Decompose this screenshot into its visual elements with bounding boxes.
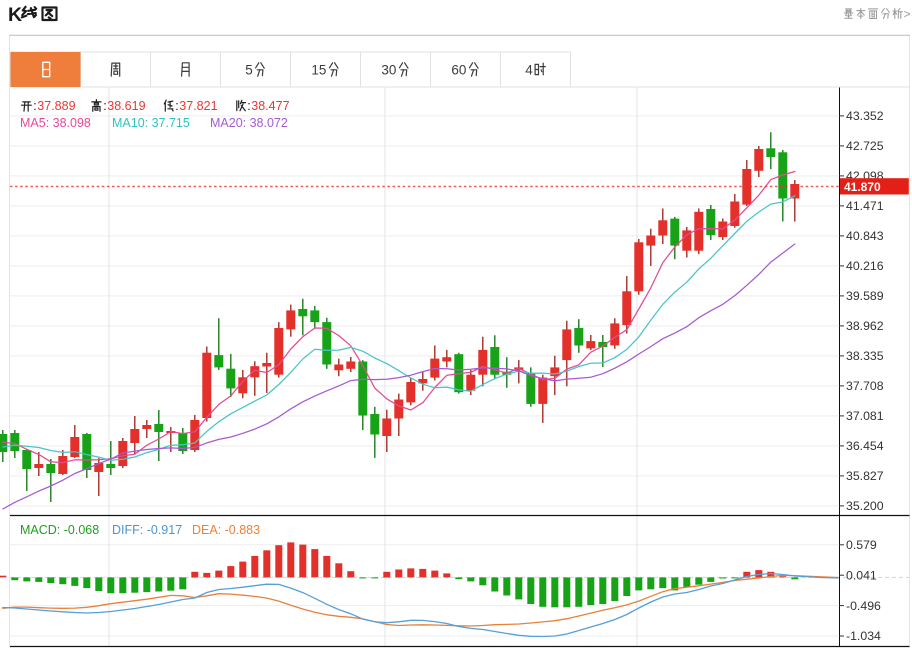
svg-text:>: > [904, 7, 911, 21]
svg-text:MACD: -0.068: MACD: -0.068 [20, 523, 99, 537]
svg-text:37.708: 37.708 [846, 379, 884, 393]
svg-text::: : [247, 99, 250, 113]
svg-text:0.041: 0.041 [846, 568, 877, 582]
svg-text:5: 5 [245, 62, 253, 77]
svg-text:38.619: 38.619 [107, 99, 145, 113]
svg-text:-0.496: -0.496 [846, 599, 881, 613]
svg-text:30: 30 [381, 62, 396, 77]
svg-text:38.477: 38.477 [251, 99, 289, 113]
svg-text:36.454: 36.454 [846, 439, 884, 453]
svg-text:35.200: 35.200 [846, 499, 884, 513]
svg-text::: : [175, 99, 178, 113]
svg-text:37.889: 37.889 [37, 99, 75, 113]
svg-text:DIFF: -0.917: DIFF: -0.917 [112, 523, 182, 537]
svg-text:DEA: -0.883: DEA: -0.883 [192, 523, 260, 537]
svg-text::: : [33, 99, 36, 113]
svg-text:41.471: 41.471 [846, 199, 884, 213]
svg-text:43.352: 43.352 [846, 109, 884, 123]
svg-text:4: 4 [525, 62, 533, 77]
svg-text:MA10: 37.715: MA10: 37.715 [112, 116, 190, 130]
svg-text:0.579: 0.579 [846, 538, 877, 552]
svg-text:60: 60 [451, 62, 466, 77]
svg-text:15: 15 [311, 62, 326, 77]
svg-text:39.589: 39.589 [846, 289, 884, 303]
svg-text:42.725: 42.725 [846, 139, 884, 153]
svg-text::: : [103, 99, 106, 113]
svg-text:37.081: 37.081 [846, 409, 884, 423]
svg-text:37.821: 37.821 [179, 99, 217, 113]
svg-text:41.870: 41.870 [844, 180, 881, 194]
svg-text:35.827: 35.827 [846, 469, 884, 483]
svg-text:MA5: 38.098: MA5: 38.098 [20, 116, 91, 130]
svg-text:40.843: 40.843 [846, 229, 884, 243]
svg-text:40.216: 40.216 [846, 259, 884, 273]
svg-text:38.962: 38.962 [846, 319, 884, 333]
svg-text:MA20: 38.072: MA20: 38.072 [210, 116, 288, 130]
svg-text:38.335: 38.335 [846, 349, 884, 363]
svg-text:-1.034: -1.034 [846, 629, 881, 643]
svg-text:K: K [8, 4, 22, 26]
